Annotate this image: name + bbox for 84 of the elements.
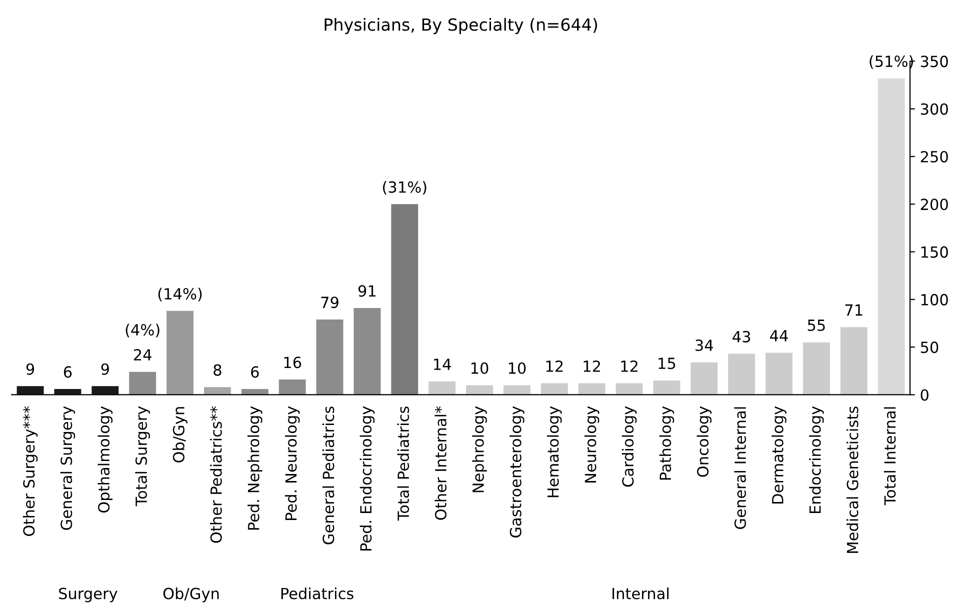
text: Pediatrics [281,587,354,600]
x-tick-label: Total Pediatrics [397,406,410,521]
data-label: 6 [251,366,259,378]
data-label: 9 [26,363,34,375]
x-tick-label: General Internal [734,407,746,529]
annotation: (51%) [870,55,913,69]
y-tick-label: 350 [920,56,948,68]
data-label: 8 [214,364,222,376]
bar [653,380,680,395]
bar [92,386,119,395]
data-label: 12 [584,360,600,372]
data-label: 79 [321,296,338,308]
y-tick-label: 150 [921,246,948,258]
x-tick-label: Pathology [659,406,674,480]
x-tick-label: Neurology [584,406,600,482]
data-label: 55 [808,320,825,332]
text: Surgery [59,588,118,602]
x-tick-label: Ped. Neurology [284,406,300,520]
data-label: 34 [696,339,713,352]
x-tick-label: Total Surgery [135,406,150,506]
x-tick-label: Gastroenterology [510,406,524,538]
y-tick-label: 300 [920,103,948,115]
x-tick-label: Endocrinology [809,406,824,514]
bar [354,308,381,395]
data-label: 16 [284,356,302,368]
annotation: (14%) [158,288,202,302]
bar [466,385,493,395]
y-tick-label: 250 [920,150,948,163]
bar [391,204,418,395]
text: Internal [612,587,668,600]
text: Ob/Gyn [163,587,219,602]
data-label: 12 [621,360,638,372]
x-tick-label: General Surgery [60,406,76,530]
x-tick-label: Cardiology [622,406,637,487]
bar [616,383,643,395]
annotation: (31%) [383,181,426,195]
bar [166,310,194,395]
bar [129,372,156,395]
x-tick-label: Total Internal [884,407,896,506]
data-label: 15 [658,358,676,370]
y-tick-label: 200 [920,198,948,210]
x-tick-label: Nephrology [472,406,487,492]
bar [578,383,606,395]
bar [428,381,456,395]
data-label: 91 [358,285,376,297]
bar [540,383,568,395]
x-tick-label: Ped. Nephrology [248,406,262,530]
bar [690,362,718,395]
y-tick-label: 0 [920,389,928,401]
data-label: 12 [546,360,563,372]
chart-title: Physicians, By Specialty (n=644) [324,18,598,34]
x-tick-label: Ob/Gyn [172,407,188,462]
data-label: 71 [845,304,862,316]
x-tick-label: Oncology [696,406,712,477]
bar [503,385,530,395]
data-label: 6 [64,366,72,378]
data-label: 24 [134,349,152,360]
x-tick-label: Ped. Endocrinology [360,406,375,550]
bar [316,319,344,395]
bar [766,352,792,395]
data-label: 10 [508,362,526,374]
x-tick-label: Other Surgery*** [22,406,38,536]
data-label: 44 [770,330,788,342]
x-tick-label: General Pediatrics [322,406,334,544]
x-tick-label: Medical Geneticists [846,406,858,553]
bar [878,78,905,395]
bar [802,342,830,395]
y-tick-label: 50 [920,342,938,354]
bar [16,386,44,395]
annotation: (4%) [126,324,160,338]
data-label: 10 [471,362,488,374]
x-tick-label: Other Pediatrics** [210,406,222,543]
bar [278,379,306,395]
data-label: 14 [434,358,451,370]
bar [840,327,868,395]
data-label: 43 [732,330,750,342]
y-tick-label: 100 [921,294,948,306]
x-tick-label: Other Internal* [434,406,447,520]
bar [728,354,756,395]
x-tick-label: Dermatology [772,406,786,504]
data-label: 9 [101,363,109,375]
x-tick-label: Hematology [546,406,562,498]
x-tick-label: Opthalmology [98,406,113,513]
bar [204,387,231,395]
